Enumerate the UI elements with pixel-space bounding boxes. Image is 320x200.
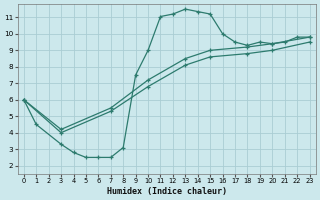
X-axis label: Humidex (Indice chaleur): Humidex (Indice chaleur) [107,187,227,196]
